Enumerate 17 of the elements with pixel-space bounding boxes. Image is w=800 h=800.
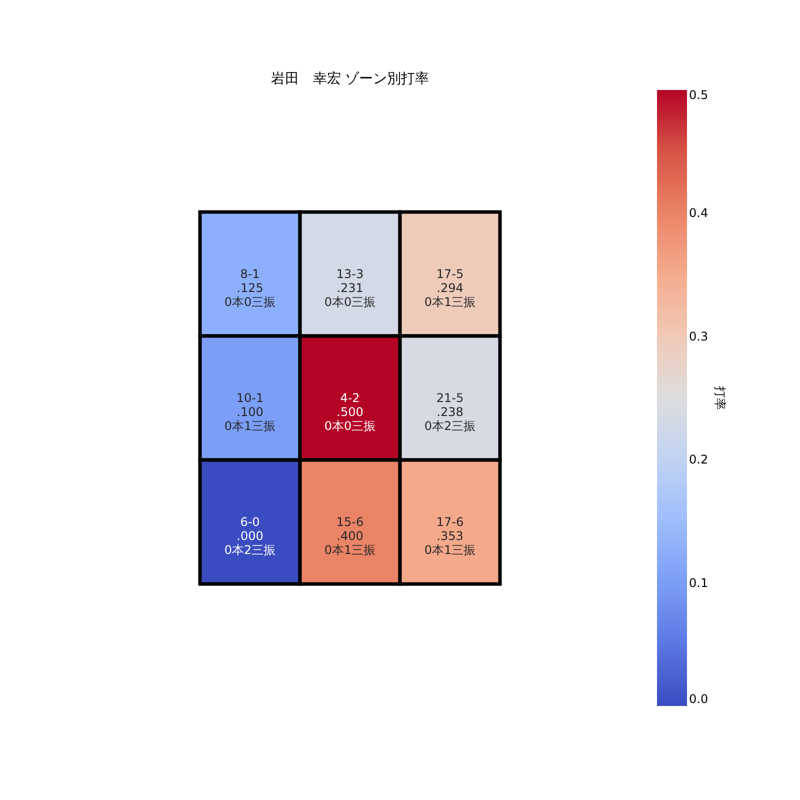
data-label: 10-1 .100 0本1三振 <box>224 391 276 433</box>
data-label: 15-6 .400 0本1三振 <box>324 515 376 557</box>
color-bar-label: 0.4 <box>689 206 708 220</box>
color-bar-label: 0.3 <box>689 329 708 344</box>
data-label: 17-6 .353 0本1三振 <box>424 515 476 557</box>
color-bar-label: 0.0 <box>689 692 708 706</box>
color-bar-title: 打率 <box>713 385 727 410</box>
color-bar-label: 0.5 <box>689 88 708 102</box>
data-label: 21-5 .238 0本2三振 <box>424 391 476 433</box>
color-bar-label: 0.2 <box>689 452 708 467</box>
chart-title: 岩田 幸宏 ゾーン別打率 <box>270 71 430 87</box>
data-label: 4-2 .500 0本0三振 <box>324 391 376 433</box>
color-bar-label: 0.1 <box>689 576 708 590</box>
data-label: 8-1 .125 0本0三振 <box>224 267 276 309</box>
data-label: 17-5 .294 0本1三振 <box>424 267 476 309</box>
data-label: 6-0 .000 0本2三振 <box>224 515 276 557</box>
data-label: 13-3 .231 0本0三振 <box>324 267 376 309</box>
